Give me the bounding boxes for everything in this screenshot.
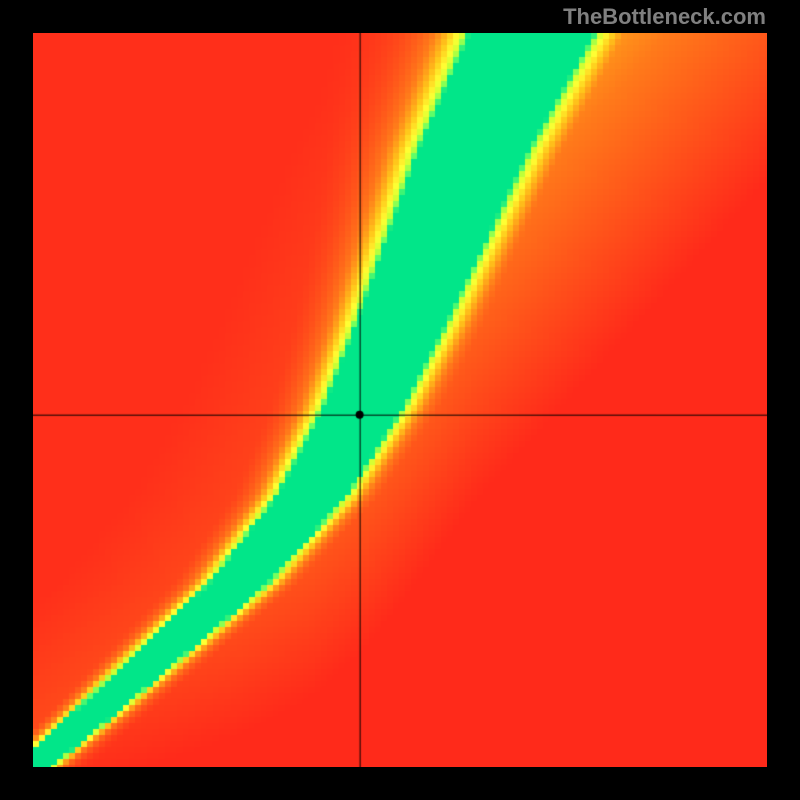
attribution-text: TheBottleneck.com [563,4,766,30]
heatmap-canvas [33,33,767,767]
heatmap-chart [33,33,767,767]
